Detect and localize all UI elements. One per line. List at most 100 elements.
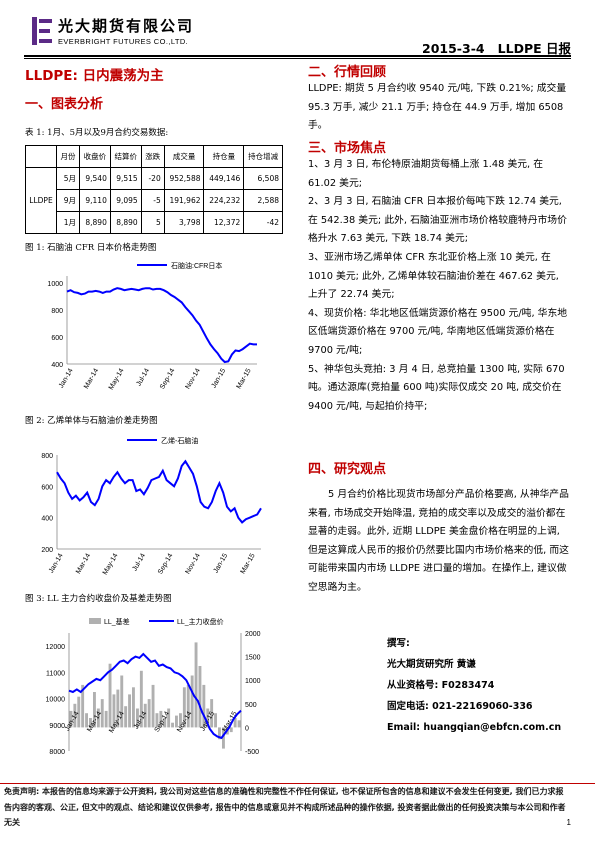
table-cell: 12,372 [203,211,245,234]
y-tick-label-left: 8000 [49,749,65,756]
legend-label-close: LL_主力收盘价 [177,617,224,626]
table-cell: 224,232 [203,189,245,212]
basis-bar [198,666,202,728]
x-tick-label: Mar-14 [83,367,100,390]
basis-bar [128,694,131,728]
table-cell: 9,540 [79,167,111,190]
basis-bar [218,727,221,740]
basis-bar [124,706,128,728]
market-focus-list: 1、3 月 3 日, 布伦特原油期货每桶上涨 1.48 美元, 在 61.02 … [308,156,570,416]
table-cell: 9月 [56,189,80,212]
disclaimer-text: 免责声明: 本报告的信息均来源于公开资料, 我公司对这些信息的准确性和完整性不作… [4,787,566,827]
basis-bar [120,675,124,728]
basis-bar [108,663,112,728]
table-corner [25,145,57,168]
view-paragraph: 5 月合约价格比现货市场部分产品价格要高, 从神华产品来看, 市场成交开始降温,… [308,489,569,593]
y-tick-label-left: 10000 [46,697,66,704]
y-tick-label-right: -500 [245,749,259,756]
basis-bar [151,684,155,728]
market-review-text: LLDPE: 期货 5 月合约收 9540 元/吨, 下跌 0.21%; 成交量… [308,80,570,136]
basis-bar [190,675,194,728]
basis-bar [69,710,73,728]
table-cell: 1月 [56,211,80,234]
header-rule-thin [24,58,571,59]
section-market-review: 二、行情回顾 [308,65,387,80]
section-chart-analysis: 一、图表分析 [25,97,104,112]
table-row: 9月 9,110 9,095 -5 191,962 224,232 2,588 [26,189,283,212]
disclaimer-box [0,783,595,843]
page-number: 1 [566,818,571,827]
table-cell: 8,890 [79,211,111,234]
x-tick-label: Nov-14 [185,552,202,575]
y-tick-label-left: 12000 [46,644,66,651]
y-tick-label: 800 [41,453,53,460]
fig3-caption: 图 3: LL 主力合约收盘价及基差走势图 [25,594,172,604]
author-block: 撰写: 光大期货研究所 黄谦 从业资格号: F0283474 固定电话: 021… [387,633,561,738]
basis-bar [104,710,108,728]
row-label: LLDPE [25,167,57,234]
basis-bar [206,708,210,728]
series-line [56,459,262,524]
report-header: 2015-3-4 LLDPE 日报 [422,38,571,57]
basis-bar [112,694,116,728]
table-cell: -42 [243,211,283,234]
y-tick-label-right: 1500 [245,655,261,662]
focus-item: 4、现货价格: 华北地区低端货源价格在 9500 元/吨, 华东地区低端货源价格… [308,307,568,356]
legend-swatch-basis [89,618,101,624]
focus-item: 1、3 月 3 日, 布伦特原油期货每桶上涨 1.48 美元, 在 61.02 … [308,159,544,189]
basis-bar [202,684,206,728]
legend-label-basis: LL_基差 [104,617,130,626]
table-cell: -5 [140,189,165,212]
author-license: 从业资格号: F0283474 [387,680,495,691]
y-tick-label: 200 [41,547,53,554]
basis-bar [233,718,237,728]
x-tick-label: Jan-14 [48,552,65,574]
basis-bar [175,715,178,728]
table-cell: 9,515 [109,167,142,190]
focus-item: 3、亚洲市场乙烯单体 CFR 东北亚价格上涨 10 美元, 在 1010 美元;… [308,251,559,301]
x-tick-label: May-14 [108,367,126,391]
basis-bar [182,687,186,728]
y-tick-label: 600 [51,335,63,342]
y-tick-label-right: 500 [245,702,257,709]
main-title: LLDPE: 日内震荡为主 [25,68,164,84]
basis-bar [89,718,92,728]
y-tick-label-right: 0 [245,725,249,732]
basis-bar [93,692,96,728]
fig1-caption: 图 1: 石脑油 CFR 日本价格走势图 [25,243,157,253]
col-header: 结算价 [109,145,142,168]
basis-bar [214,713,217,728]
col-header: 收盘价 [79,145,111,168]
col-header: 成交量 [163,145,205,168]
table-cell: -20 [140,167,165,190]
basis-bar [73,703,77,728]
basis-bar [229,727,233,733]
x-tick-label: Mar-14 [86,710,103,733]
table-cell: 5 [140,211,165,234]
table-cell: 5月 [56,167,80,190]
table-header-row: 月份 收盘价 结算价 涨跌 成交量 持仓量 持仓增减 [25,145,283,168]
basis-bar [136,708,139,728]
report-date: 2015-3-4 [422,41,485,56]
close-price-line [68,652,242,740]
x-tick-label: Jan-15 [213,552,230,574]
y-tick-label: 400 [41,516,53,523]
author-name: 光大期货研究所 黄谦 [387,659,476,670]
header-rule [24,55,571,57]
review-paragraph: LLDPE: 期货 5 月合约收 9540 元/吨, 下跌 0.21%; 成交量… [308,83,567,132]
basis-bar [85,713,88,728]
col-header: 涨跌 [140,145,165,168]
basis-bar [210,699,214,728]
table-cell: 3,798 [163,211,205,234]
section-market-focus: 三、市场焦点 [308,141,387,156]
y-tick-label-left: 9000 [49,723,65,730]
table1-caption: 表 1: 1月、5月以及9月合约交易数据: [25,128,169,138]
basis-bar [237,720,241,728]
basis-bar [163,718,167,728]
x-tick-label: Jul-14 [135,367,151,387]
col-header: 持仓量 [203,145,245,168]
author-label: 撰写: [387,638,410,649]
y-tick-label-right: 2000 [245,631,261,638]
